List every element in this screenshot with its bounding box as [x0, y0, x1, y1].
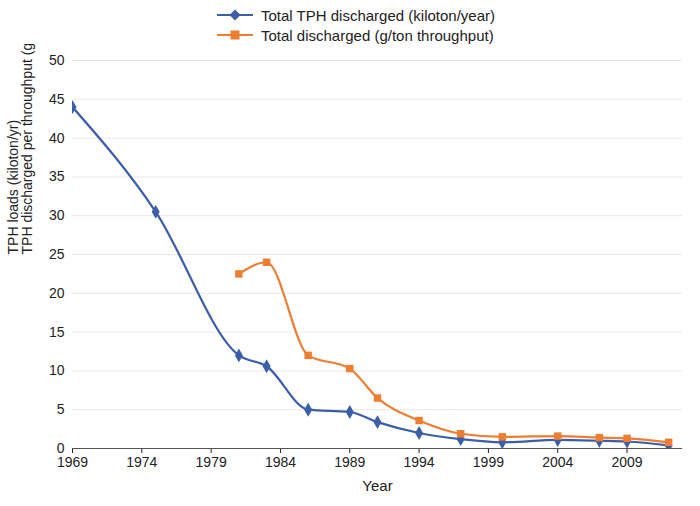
svg-text:1969: 1969	[57, 454, 88, 470]
svg-text:10: 10	[49, 362, 65, 378]
svg-text:Year: Year	[362, 477, 392, 494]
svg-text:0: 0	[56, 440, 65, 456]
svg-text:50: 50	[49, 52, 65, 68]
svg-text:1984: 1984	[265, 454, 296, 470]
svg-text:20: 20	[49, 285, 65, 301]
svg-text:2004: 2004	[542, 454, 573, 470]
html-text:Total TPH discharged (kiloton/: Total TPH discharged (kiloton/year)	[261, 6, 495, 24]
svg-text:35: 35	[49, 168, 65, 184]
svg-text:40: 40	[49, 130, 65, 146]
svg-text:1979: 1979	[196, 454, 227, 470]
svg-text:2009: 2009	[611, 454, 642, 470]
svg-text:1989: 1989	[334, 454, 365, 470]
svg-text:5: 5	[57, 401, 65, 417]
svg-text:1974: 1974	[126, 454, 157, 470]
svg-text:45: 45	[49, 91, 65, 107]
svg-text:25: 25	[49, 246, 65, 262]
svg-text:1994: 1994	[404, 454, 435, 470]
svg-text:15: 15	[49, 324, 65, 340]
svg-text:TPH loads (kiloton/yr)TPH disc: TPH loads (kiloton/yr)TPH discharged per…	[5, 44, 35, 255]
svg-text:30: 30	[49, 207, 65, 223]
html-text:Total discharged (g/ton throug: Total discharged (g/ton throughput)	[261, 26, 494, 44]
svg-text:1999: 1999	[473, 454, 504, 470]
